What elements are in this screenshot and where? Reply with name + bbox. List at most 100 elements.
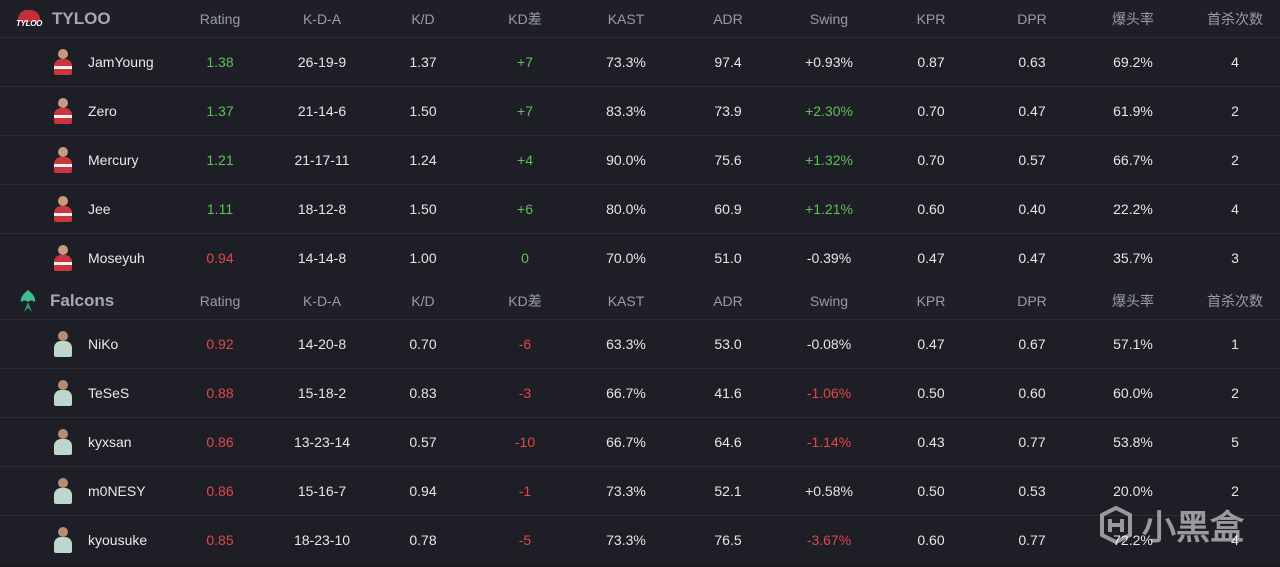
stat-rating: 1.21 (206, 152, 234, 168)
player-cell[interactable]: JamYoung (52, 38, 154, 86)
column-header-dpr[interactable]: DPR (1017, 10, 1047, 27)
column-header-kda[interactable]: K-D-A (302, 292, 342, 309)
column-header-kast[interactable]: KAST (607, 10, 645, 27)
column-header-kpr[interactable]: KPR (916, 10, 946, 27)
team-cell[interactable]: Falcons (16, 282, 114, 319)
player-row[interactable]: Moseyuh 0.94 14-14-8 1.00 0 70.0% 51.0 -0.39% 0.… (0, 233, 1280, 282)
stat-swing: -0.39% (806, 250, 852, 266)
stat-fk: 4 (1231, 201, 1239, 217)
column-header-hs[interactable]: 爆头率 (1112, 292, 1154, 309)
stat-swing: +0.93% (805, 54, 853, 70)
column-header-kd[interactable]: K/D (411, 292, 435, 309)
column-header-fk[interactable]: 首杀次数 (1207, 292, 1263, 309)
player-name[interactable]: Jee (88, 201, 111, 217)
stat-dpr: 0.60 (1018, 385, 1046, 401)
watermark-text: 小黑盒 (1142, 509, 1244, 547)
stat-kpr: 0.60 (917, 532, 945, 548)
stat-kast: 73.3% (606, 532, 646, 548)
player-row[interactable]: Mercury 1.21 21-17-11 1.24 +4 90.0% 75.6 +1.32%… (0, 135, 1280, 184)
stat-kddiff: -10 (514, 434, 536, 450)
player-avatar (52, 244, 74, 272)
stat-kddiff: +4 (517, 152, 533, 168)
stat-hs: 20.0% (1113, 483, 1153, 499)
column-header-kddiff[interactable]: KD差 (508, 292, 542, 309)
player-cell[interactable]: Zero (52, 87, 117, 135)
player-cell[interactable]: TeSeS (52, 369, 129, 417)
player-cell[interactable]: kyousuke (52, 516, 147, 564)
stat-kpr: 0.50 (917, 385, 945, 401)
stat-kast: 73.3% (606, 483, 646, 499)
player-cell[interactable]: m0NESY (52, 467, 146, 515)
player-row[interactable]: Jee 1.11 18-12-8 1.50 +6 80.0% 60.9 +1.21% 0.60 0… (0, 184, 1280, 233)
stat-hs: 69.2% (1113, 54, 1153, 70)
player-row[interactable]: NiKo 0.92 14-20-8 0.70 -6 63.3% 53.0 -0.08% 0.47… (0, 319, 1280, 368)
stat-dpr: 0.53 (1018, 483, 1046, 499)
stat-rating: 0.88 (206, 385, 234, 401)
column-header-adr[interactable]: ADR (713, 10, 743, 27)
player-row[interactable]: Zero 1.37 21-14-6 1.50 +7 83.3% 73.9 +2.30% 0.70… (0, 86, 1280, 135)
column-header-swing[interactable]: Swing (809, 292, 849, 309)
team-name: TYLOO (52, 8, 111, 28)
player-cell[interactable]: Moseyuh (52, 234, 145, 282)
column-header-rating[interactable]: Rating (199, 292, 241, 309)
stat-adr: 76.5 (714, 532, 742, 548)
stat-fk: 4 (1231, 54, 1239, 70)
stat-hs: 61.9% (1113, 103, 1153, 119)
player-name[interactable]: m0NESY (88, 483, 146, 499)
stat-kddiff: -5 (518, 532, 532, 548)
player-row[interactable]: TeSeS 0.88 15-18-2 0.83 -3 66.7% 41.6 -1.06% 0.5… (0, 368, 1280, 417)
column-header-kpr[interactable]: KPR (916, 292, 946, 309)
column-header-kda[interactable]: K-D-A (302, 10, 342, 27)
stat-adr: 52.1 (714, 483, 742, 499)
team-name: Falcons (50, 290, 115, 310)
stat-kda: 14-14-8 (297, 250, 347, 266)
player-row[interactable]: JamYoung 1.38 26-19-9 1.37 +7 73.3% 97.4 +0.93%… (0, 37, 1280, 86)
stat-kddiff: +6 (517, 201, 533, 217)
column-header-adr[interactable]: ADR (713, 292, 743, 309)
column-header-swing[interactable]: Swing (809, 10, 849, 27)
player-avatar (52, 97, 74, 125)
stat-kast: 66.7% (606, 434, 646, 450)
stat-kddiff: -6 (518, 336, 532, 352)
player-cell[interactable]: Jee (52, 185, 111, 233)
player-name[interactable]: TeSeS (88, 385, 130, 401)
player-name[interactable]: kyousuke (88, 532, 148, 548)
stat-adr: 97.4 (714, 54, 742, 70)
player-name[interactable]: JamYoung (88, 54, 154, 70)
stat-kpr: 0.60 (917, 201, 945, 217)
column-header-kast[interactable]: KAST (607, 292, 645, 309)
player-avatar (52, 428, 74, 456)
player-cell[interactable]: kyxsan (52, 418, 132, 466)
player-name[interactable]: Zero (88, 103, 117, 119)
stat-rating: 1.11 (206, 201, 234, 217)
player-name[interactable]: Moseyuh (88, 250, 145, 266)
player-row[interactable]: kyxsan 0.86 13-23-14 0.57 -10 66.7% 64.6 -1.14%… (0, 417, 1280, 466)
stat-kast: 80.0% (606, 201, 646, 217)
stat-adr: 75.6 (714, 152, 742, 168)
stat-kpr: 0.87 (917, 54, 945, 70)
column-header-hs[interactable]: 爆头率 (1112, 10, 1154, 27)
stat-swing: -0.08% (806, 336, 852, 352)
column-header-kddiff[interactable]: KD差 (508, 10, 542, 27)
player-cell[interactable]: Mercury (52, 136, 139, 184)
column-header-dpr[interactable]: DPR (1017, 292, 1047, 309)
player-name[interactable]: Mercury (88, 152, 139, 168)
stat-kda: 18-23-10 (293, 532, 351, 548)
column-header-fk[interactable]: 首杀次数 (1207, 10, 1263, 27)
player-name[interactable]: NiKo (88, 336, 119, 352)
stat-adr: 53.0 (714, 336, 742, 352)
stat-kda: 15-18-2 (297, 385, 347, 401)
player-row[interactable]: kyousuke 0.85 18-23-10 0.78 -5 73.3% 76.5 -3.67… (0, 515, 1280, 564)
stat-swing: -3.67% (806, 532, 852, 548)
column-header-kd[interactable]: K/D (411, 10, 435, 27)
stat-kddiff: +7 (517, 54, 533, 70)
player-cell[interactable]: NiKo (52, 320, 118, 368)
player-row[interactable]: m0NESY 0.86 15-16-7 0.94 -1 73.3% 52.1 +0.58% 0.… (0, 466, 1280, 515)
stat-kda: 21-14-6 (297, 103, 347, 119)
team-cell[interactable]: TYLOO TYLOO (16, 0, 111, 37)
player-name[interactable]: kyxsan (88, 434, 132, 450)
stat-kd: 0.94 (409, 483, 437, 499)
column-header-rating[interactable]: Rating (199, 10, 241, 27)
stat-kd: 1.50 (409, 103, 437, 119)
